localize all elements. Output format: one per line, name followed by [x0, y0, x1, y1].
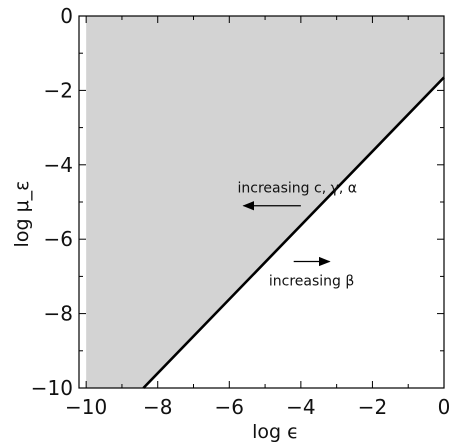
x-axis-label: log ϵ [252, 421, 299, 443]
boundary-line [142, 76, 445, 389]
y-tick-label: −4 [44, 153, 73, 177]
x-tick-label: −4 [286, 395, 315, 419]
annotation-increasing-c-gamma-alpha: increasing c, γ, α [238, 181, 358, 197]
x-tick-label: −6 [215, 395, 244, 419]
annotation-increasing-beta: increasing β [269, 274, 354, 290]
y-tick-label: −6 [44, 227, 73, 251]
x-tick-label: −10 [65, 395, 107, 419]
x-tick-label: −2 [358, 395, 387, 419]
y-tick-label: −2 [44, 78, 73, 102]
x-tick-label: 0 [438, 395, 451, 419]
shaded-region [86, 16, 444, 388]
y-tick-label: −8 [44, 302, 73, 326]
y-tick-label: 0 [60, 4, 73, 28]
y-tick-label: −10 [31, 376, 73, 400]
x-tick-label: −8 [143, 395, 172, 419]
y-axis-label: log μ_ε [11, 181, 33, 248]
